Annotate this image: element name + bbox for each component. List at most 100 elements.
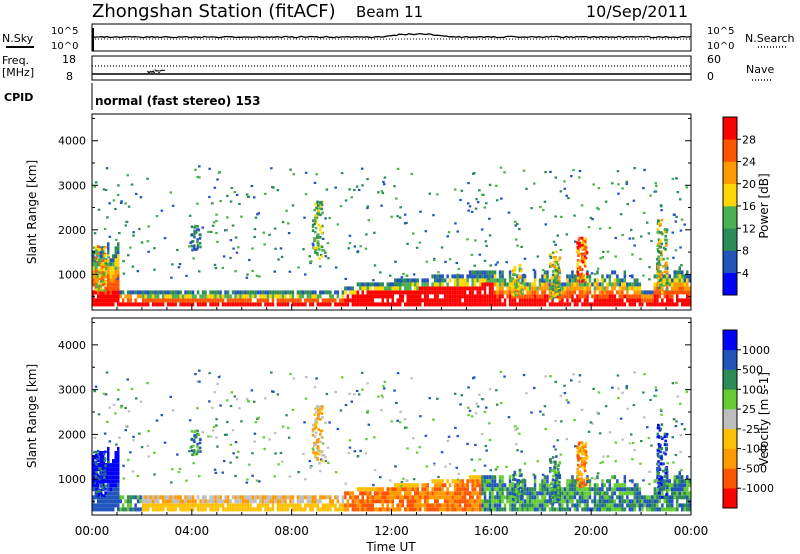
power-cell xyxy=(94,256,98,259)
velocity-cell xyxy=(423,495,427,500)
power-cell xyxy=(461,302,464,307)
velocity-cell xyxy=(603,503,607,508)
power-cell xyxy=(523,298,527,303)
power-cell xyxy=(517,283,520,286)
velocity-cell xyxy=(318,405,322,409)
velocity-cell xyxy=(92,463,95,468)
velocity-cell xyxy=(586,487,589,492)
power-cell xyxy=(572,168,575,172)
velocity-cell xyxy=(109,491,112,496)
velocity-cell xyxy=(478,393,481,396)
velocity-cell xyxy=(151,495,155,500)
velocity-cell xyxy=(578,470,582,474)
velocity-cell xyxy=(436,499,439,504)
velocity-cell xyxy=(376,495,379,500)
power-cell xyxy=(681,298,684,303)
velocity-cell xyxy=(359,503,362,508)
power-cell xyxy=(166,302,170,307)
velocity-cell xyxy=(604,405,608,408)
power-cell xyxy=(104,283,107,286)
velocity-cell xyxy=(578,503,582,508)
velocity-cell xyxy=(498,491,502,496)
power-cell xyxy=(486,298,489,303)
power-cell xyxy=(104,188,108,192)
velocity-cell xyxy=(561,487,564,492)
power-cell xyxy=(516,287,519,290)
velocity-cell xyxy=(576,454,579,457)
velocity-cell xyxy=(512,484,515,488)
power-cell xyxy=(657,238,661,242)
velocity-cell xyxy=(102,455,105,459)
velocity-cell xyxy=(112,403,116,406)
velocity-cell xyxy=(662,487,666,490)
power-cell xyxy=(558,271,562,275)
power-cell xyxy=(209,294,212,299)
power-cell xyxy=(134,298,137,303)
power-cell xyxy=(405,221,408,224)
velocity-cell xyxy=(581,448,584,452)
power-cell xyxy=(623,282,627,287)
power-cell xyxy=(226,290,230,295)
velocity-cell xyxy=(176,453,179,456)
power-cell xyxy=(161,294,165,299)
velocity-cell xyxy=(563,507,567,512)
power-cell xyxy=(254,216,258,219)
velocity-cell xyxy=(576,446,579,450)
velocity-cell xyxy=(603,491,607,496)
velocity-cell xyxy=(109,495,112,500)
power-cell xyxy=(394,278,397,283)
power-cell xyxy=(528,294,532,299)
velocity-cell xyxy=(396,507,399,512)
velocity-cell xyxy=(683,483,686,488)
power-cell xyxy=(169,298,172,303)
velocity-cell xyxy=(611,507,614,512)
power-cell xyxy=(107,258,110,263)
velocity-cell xyxy=(656,467,659,472)
velocity-cell xyxy=(160,414,164,417)
power-cell xyxy=(659,204,663,207)
power-cell xyxy=(558,294,562,299)
power-cell xyxy=(657,221,661,225)
power-cell xyxy=(561,282,564,287)
power-cell xyxy=(602,250,605,253)
power-cell xyxy=(626,282,629,287)
velocity-cell xyxy=(453,483,457,488)
power-cell xyxy=(117,262,120,267)
velocity-cell xyxy=(134,495,137,500)
power-cell xyxy=(94,274,97,279)
velocity-cell xyxy=(419,415,422,418)
power-cell xyxy=(301,302,305,307)
velocity-cell xyxy=(381,507,384,512)
velocity-cell xyxy=(229,499,232,504)
velocity-cell xyxy=(623,479,627,484)
power-cell xyxy=(131,302,135,307)
velocity-cell xyxy=(119,495,122,500)
power-cell xyxy=(324,298,327,303)
velocity-cell xyxy=(351,499,355,504)
velocity-cell xyxy=(421,487,424,492)
velocity-cell xyxy=(304,397,308,400)
velocity-cell xyxy=(660,480,663,483)
velocity-cell xyxy=(520,490,524,493)
velocity-cell xyxy=(443,483,447,488)
velocity-cell xyxy=(246,478,249,481)
velocity-cell xyxy=(681,503,684,508)
velocity-cell xyxy=(659,462,663,465)
power-cell xyxy=(483,278,487,283)
velocity-cell xyxy=(523,483,527,488)
power-cell xyxy=(414,282,417,287)
power-cell xyxy=(556,291,560,295)
velocity-cell xyxy=(638,499,642,504)
power-cell xyxy=(578,169,582,173)
power-cell xyxy=(485,244,488,248)
velocity-cell xyxy=(421,491,424,496)
velocity-cell xyxy=(536,491,539,496)
power-cell xyxy=(384,302,387,307)
power-cell xyxy=(468,298,472,303)
velocity-cell xyxy=(348,446,352,449)
velocity-cell xyxy=(523,503,527,508)
velocity-cell xyxy=(528,495,532,500)
power-cell xyxy=(488,217,491,220)
power-cell xyxy=(102,250,105,255)
velocity-cell xyxy=(256,417,259,420)
